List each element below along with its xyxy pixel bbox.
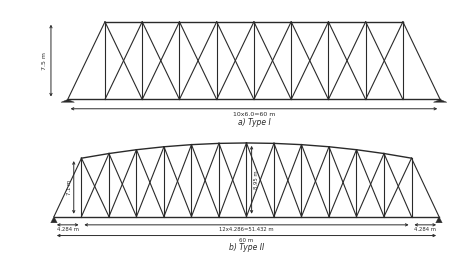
Text: 4.284 m: 4.284 m xyxy=(57,227,79,232)
Polygon shape xyxy=(433,99,447,102)
Text: b) Type II: b) Type II xyxy=(229,243,264,252)
Text: 7.5 m: 7.5 m xyxy=(42,52,47,70)
Polygon shape xyxy=(61,99,74,102)
Text: 8.95 m: 8.95 m xyxy=(254,170,258,189)
Text: 60 m: 60 m xyxy=(239,238,254,243)
Text: 10x6.0=60 m: 10x6.0=60 m xyxy=(233,112,275,117)
Text: a) Type I: a) Type I xyxy=(237,118,270,127)
Text: 4.284 m: 4.284 m xyxy=(414,227,436,232)
Text: 7.1 m: 7.1 m xyxy=(67,180,72,195)
Polygon shape xyxy=(436,217,442,223)
Polygon shape xyxy=(51,217,57,223)
Text: 12x4.286=51.432 m: 12x4.286=51.432 m xyxy=(219,227,274,232)
